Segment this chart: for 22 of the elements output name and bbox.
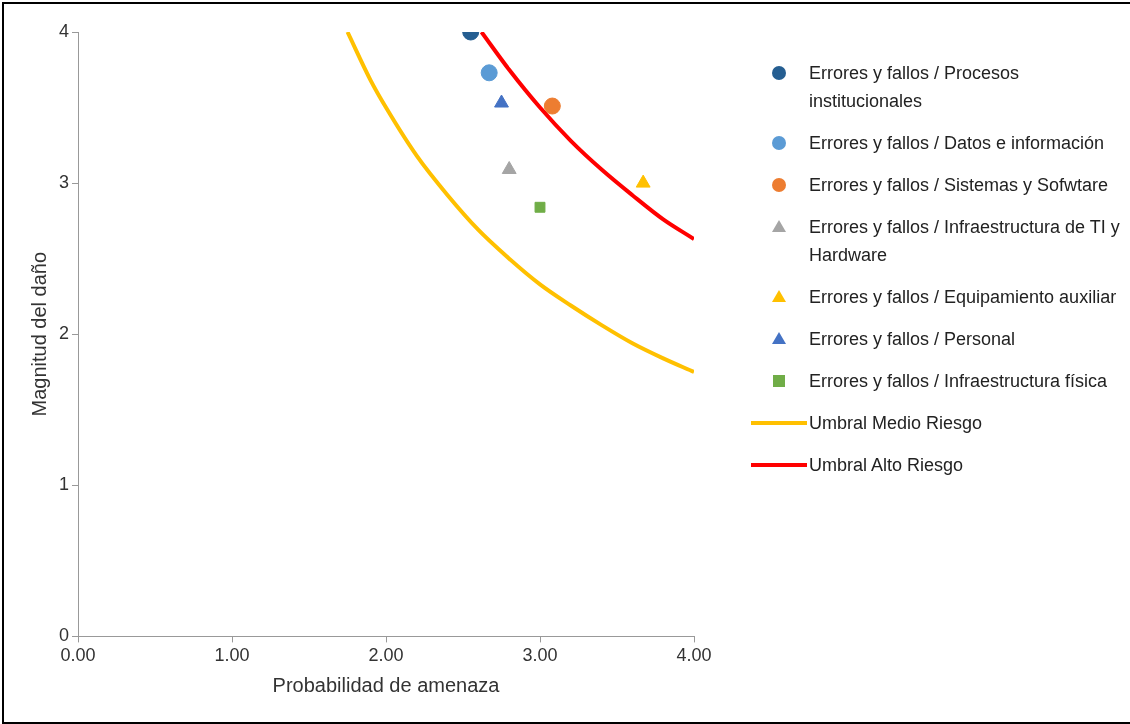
legend-label: Errores y fallos / Sistemas y Sofwtare [809, 174, 1110, 197]
legend-label: Errores y fallos / Equipamiento auxiliar [809, 286, 1118, 309]
y-tick-label: 0 [59, 625, 70, 646]
x-tick-label: 1.00 [214, 645, 250, 666]
legend-label: Errores y fallos / Procesos institucionales [809, 62, 1021, 113]
legend-label: Umbral Alto Riesgo [809, 454, 965, 477]
y-tick-label: 1 [59, 474, 70, 495]
x-tick-label: 3.00 [522, 645, 558, 666]
legend-label: Errores y fallos / Infraestructura de TI y Hardware [809, 216, 1121, 267]
legend-label: Errores y fallos / Infraestructura física [809, 370, 1109, 393]
y-axis-title: Magnitud del daño [27, 251, 50, 417]
x-tick-label: 2.00 [368, 645, 404, 666]
x-axis-title: Probabilidad de amenaza [272, 673, 501, 696]
legend-label: Umbral Medio Riesgo [809, 412, 984, 435]
legend-label: Errores y fallos / Datos e información [809, 132, 1106, 155]
x-tick-label: 0.00 [60, 645, 96, 666]
legend-label: Errores y fallos / Personal [809, 328, 1017, 351]
y-tick-label: 4 [59, 20, 70, 41]
y-tick-label: 3 [59, 172, 70, 193]
x-tick-label: 4.00 [676, 645, 712, 666]
line-series [345, 32, 694, 374]
y-tick-label: 2 [59, 323, 70, 344]
